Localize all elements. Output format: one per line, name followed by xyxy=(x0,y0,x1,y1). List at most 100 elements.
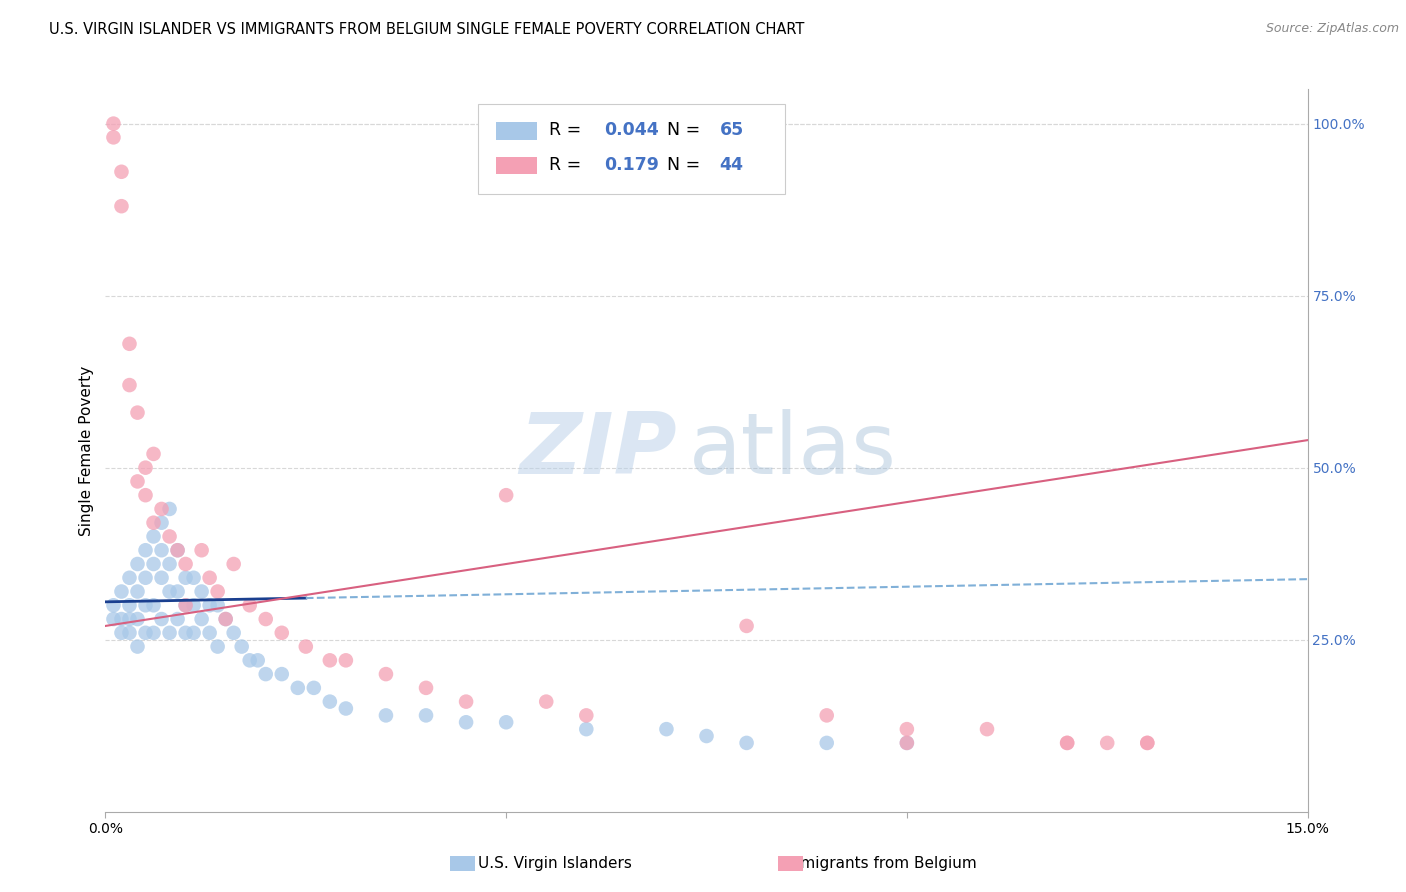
Point xyxy=(166,543,188,558)
Point xyxy=(166,612,188,626)
Point xyxy=(127,557,149,571)
Point xyxy=(575,708,598,723)
Point xyxy=(1056,736,1078,750)
Point xyxy=(239,599,262,613)
Point xyxy=(454,715,477,730)
Point xyxy=(302,681,325,695)
Point xyxy=(103,599,125,613)
Point xyxy=(374,667,398,681)
Point xyxy=(118,378,141,392)
Point xyxy=(575,722,598,736)
Point xyxy=(103,612,125,626)
Point xyxy=(231,640,253,654)
Point xyxy=(142,557,165,571)
Point xyxy=(415,708,437,723)
Point xyxy=(254,612,277,626)
Point xyxy=(135,625,157,640)
Point xyxy=(534,695,557,709)
Text: atlas: atlas xyxy=(689,409,897,492)
Point xyxy=(1136,736,1159,750)
Point xyxy=(495,715,517,730)
Point xyxy=(135,599,157,613)
Point xyxy=(135,543,157,558)
Point xyxy=(214,612,236,626)
Point xyxy=(142,529,165,543)
Point xyxy=(454,695,477,709)
Point xyxy=(110,584,132,599)
Point xyxy=(174,599,197,613)
Point xyxy=(135,460,157,475)
Point xyxy=(655,722,678,736)
Point xyxy=(190,543,212,558)
Point xyxy=(110,199,132,213)
Point xyxy=(1056,736,1078,750)
Point xyxy=(142,625,165,640)
Point xyxy=(214,612,236,626)
Point xyxy=(135,571,157,585)
Point xyxy=(103,130,125,145)
Point xyxy=(896,736,918,750)
Point xyxy=(174,625,197,640)
Point xyxy=(127,475,149,489)
Point xyxy=(319,653,342,667)
Point xyxy=(127,640,149,654)
Text: 44: 44 xyxy=(720,156,744,174)
Point xyxy=(896,736,918,750)
Point xyxy=(270,667,292,681)
Point xyxy=(150,612,173,626)
Point xyxy=(287,681,309,695)
Point xyxy=(735,736,758,750)
Bar xyxy=(778,856,803,871)
Point xyxy=(150,516,173,530)
Point xyxy=(118,599,141,613)
Point xyxy=(239,653,262,667)
FancyBboxPatch shape xyxy=(496,157,537,175)
Text: 65: 65 xyxy=(720,121,744,139)
Text: ZIP: ZIP xyxy=(519,409,676,492)
Point xyxy=(815,736,838,750)
Point xyxy=(159,584,181,599)
Point xyxy=(118,612,141,626)
Point xyxy=(198,571,221,585)
Point xyxy=(222,625,245,640)
Point xyxy=(183,625,205,640)
Point xyxy=(270,625,292,640)
Point xyxy=(254,667,277,681)
Point xyxy=(976,722,998,736)
Point xyxy=(174,557,197,571)
Point xyxy=(207,584,229,599)
Point xyxy=(190,584,212,599)
Point xyxy=(150,502,173,516)
Point xyxy=(495,488,517,502)
Point xyxy=(166,584,188,599)
Point xyxy=(374,708,398,723)
Point xyxy=(198,625,221,640)
Point xyxy=(150,543,173,558)
Point xyxy=(246,653,269,667)
Point xyxy=(183,571,205,585)
Text: Immigrants from Belgium: Immigrants from Belgium xyxy=(780,856,977,871)
Point xyxy=(222,557,245,571)
Point xyxy=(110,612,132,626)
Point xyxy=(1136,736,1159,750)
Point xyxy=(127,406,149,420)
Point xyxy=(103,117,125,131)
Point xyxy=(110,165,132,179)
Point xyxy=(207,599,229,613)
Point xyxy=(159,529,181,543)
Point xyxy=(198,599,221,613)
Point xyxy=(896,722,918,736)
Point xyxy=(135,488,157,502)
Point xyxy=(174,571,197,585)
Point xyxy=(735,619,758,633)
Text: 0.044: 0.044 xyxy=(605,121,659,139)
Point xyxy=(335,701,357,715)
Point xyxy=(415,681,437,695)
Point xyxy=(207,640,229,654)
Point xyxy=(127,612,149,626)
Point xyxy=(142,447,165,461)
Text: R =: R = xyxy=(548,156,592,174)
Point xyxy=(159,557,181,571)
Point xyxy=(142,516,165,530)
Point xyxy=(183,599,205,613)
